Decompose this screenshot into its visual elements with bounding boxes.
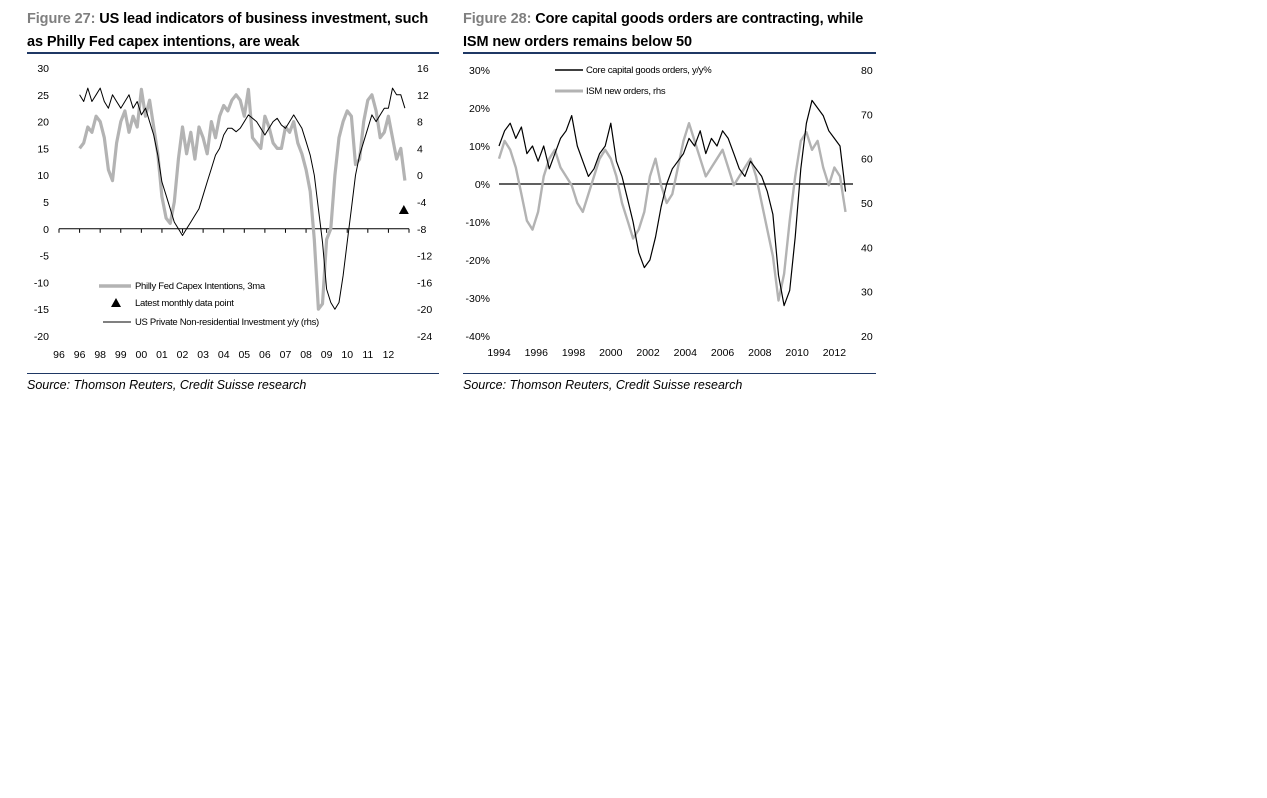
y-right-tick-label: 70 xyxy=(861,109,873,121)
y-left-tick-label: -15 xyxy=(34,304,49,316)
x-tick-label: 08 xyxy=(300,349,312,361)
y-left-tick-label: 30% xyxy=(469,65,490,77)
legend-invest-label: US Private Non-residential Investment y/… xyxy=(135,317,319,328)
x-tick-label: 03 xyxy=(197,349,209,361)
x-tick-label: 99 xyxy=(115,349,127,361)
figure-27-source: Source: Thomson Reuters, Credit Suisse r… xyxy=(27,378,307,392)
figure-27-number: Figure 27: xyxy=(27,11,96,27)
y-left-tick-label: 30 xyxy=(37,63,49,75)
y-right-tick-label: -16 xyxy=(417,277,432,289)
x-tick-label: 2008 xyxy=(748,347,772,359)
figure-28-number: Figure 28: xyxy=(463,11,532,27)
y-right-tick-label: 40 xyxy=(861,242,873,254)
y-right-tick-label: -24 xyxy=(417,331,432,343)
y-left-tick-label: 20% xyxy=(469,103,490,115)
figure-27-panel: Figure 27: US lead indicators of busines… xyxy=(27,8,439,392)
y-left-tick-label: -20 xyxy=(34,331,49,343)
figure-28-panel: Figure 28: Core capital goods orders are… xyxy=(463,8,876,392)
y-right-tick-label: 20 xyxy=(861,331,873,343)
nonres-investment-line xyxy=(79,87,406,310)
y-left-tick-label: -30% xyxy=(465,293,490,305)
x-tick-label: 11 xyxy=(362,349,373,361)
figure-28-title-text: Core capital goods orders are contractin… xyxy=(463,11,864,50)
x-tick-label: 2006 xyxy=(711,347,735,359)
figure-28-bottom-rule xyxy=(463,373,876,374)
x-tick-label: 98 xyxy=(94,349,106,361)
y-left-tick-label: 0% xyxy=(475,179,490,191)
legend-latest-label: Latest monthly data point xyxy=(135,298,234,309)
y-left-tick-label: 25 xyxy=(37,90,49,102)
y-right-tick-label: 50 xyxy=(861,198,873,210)
y-left-tick-label: -10 xyxy=(34,277,49,289)
x-tick-label: 01 xyxy=(156,349,168,361)
legend-ism-label: ISM new orders, rhs xyxy=(586,86,666,97)
figure-27-title: Figure 27: US lead indicators of busines… xyxy=(27,8,439,54)
y-right-tick-label: -8 xyxy=(417,224,426,236)
y-right-tick-label: -20 xyxy=(417,304,432,316)
x-tick-label: 06 xyxy=(259,349,271,361)
x-tick-label: 2012 xyxy=(823,347,847,359)
y-left-tick-label: -10% xyxy=(465,217,490,229)
ism-new-orders-line xyxy=(497,122,847,302)
y-right-tick-label: 60 xyxy=(861,154,873,166)
y-left-tick-label: 0 xyxy=(43,224,49,236)
x-tick-label: 05 xyxy=(238,349,250,361)
x-tick-label: 96 xyxy=(53,349,65,361)
figure-28-source: Source: Thomson Reuters, Credit Suisse r… xyxy=(463,378,743,392)
y-left-tick-label: 10% xyxy=(469,141,490,153)
figure-27-chart: 30 25 20 15 10 5 0 -5 -10 -15 -20 16 12 8 4 0 -4 -8 -12 -16… xyxy=(34,63,433,361)
y-right-tick-label: 30 xyxy=(861,287,873,299)
x-tick-label: 1998 xyxy=(562,347,586,359)
legend-philly-label: Philly Fed Capex Intentions, 3ma xyxy=(135,281,266,292)
x-tick-label: 2004 xyxy=(674,347,698,359)
x-tick-label: 09 xyxy=(321,349,333,361)
x-tick-label: 07 xyxy=(280,349,292,361)
figure-27-plot: 30 25 20 15 10 5 0 -5 -10 -15 -20 16 12 8 4 0 -4 -8 -12 -16… xyxy=(27,60,439,365)
y-left-tick-label: -40% xyxy=(465,331,490,343)
x-tick-label: 1996 xyxy=(525,347,549,359)
x-tick-label: 04 xyxy=(218,349,230,361)
legend-latest-swatch xyxy=(111,298,121,307)
x-tick-label: 1994 xyxy=(487,347,511,359)
figure-27-bottom-rule xyxy=(27,373,439,374)
figure-28-title: Figure 28: Core capital goods orders are… xyxy=(463,8,876,54)
x-tick-label: 00 xyxy=(136,349,148,361)
y-left-tick-label: -5 xyxy=(40,251,49,263)
y-left-tick-label: 20 xyxy=(37,117,49,129)
figure-27-title-text: US lead indicators of business investmen… xyxy=(27,11,429,50)
y-right-tick-label: -4 xyxy=(417,197,426,209)
x-tick-label: 2000 xyxy=(599,347,623,359)
y-right-tick-label: -12 xyxy=(417,251,432,263)
core-capital-goods-line xyxy=(498,99,847,307)
x-tick-label: 2010 xyxy=(785,347,809,359)
y-left-tick-label: -20% xyxy=(465,255,490,267)
y-right-tick-label: 0 xyxy=(417,170,423,182)
y-left-tick-label: 5 xyxy=(43,197,49,209)
philly-fed-capex-line xyxy=(78,87,407,311)
x-tick-label: 02 xyxy=(177,349,189,361)
y-right-tick-label: 16 xyxy=(417,63,429,75)
figure-28-plot: 30% 20% 10% 0% -10% -20% -30% -40% 80 70 60 50 40 30 2… xyxy=(463,60,876,365)
y-right-tick-label: 8 xyxy=(417,117,423,129)
x-tick-label: 12 xyxy=(383,349,395,361)
x-tick-label: 2002 xyxy=(636,347,660,359)
x-tick-label: 10 xyxy=(341,349,353,361)
y-left-tick-label: 15 xyxy=(37,143,49,155)
x-tick-label: 96 xyxy=(74,349,86,361)
y-right-tick-label: 12 xyxy=(417,90,429,102)
figure-28-chart: 30% 20% 10% 0% -10% -20% -30% -40% 80 70 60 50 40 30 2… xyxy=(465,65,873,359)
y-right-tick-label: 4 xyxy=(417,143,423,155)
y-left-tick-label: 10 xyxy=(37,170,49,182)
y-right-tick-label: 80 xyxy=(861,65,873,77)
legend-core-label: Core capital goods orders, y/y% xyxy=(586,65,712,76)
latest-data-point-marker xyxy=(398,205,409,215)
